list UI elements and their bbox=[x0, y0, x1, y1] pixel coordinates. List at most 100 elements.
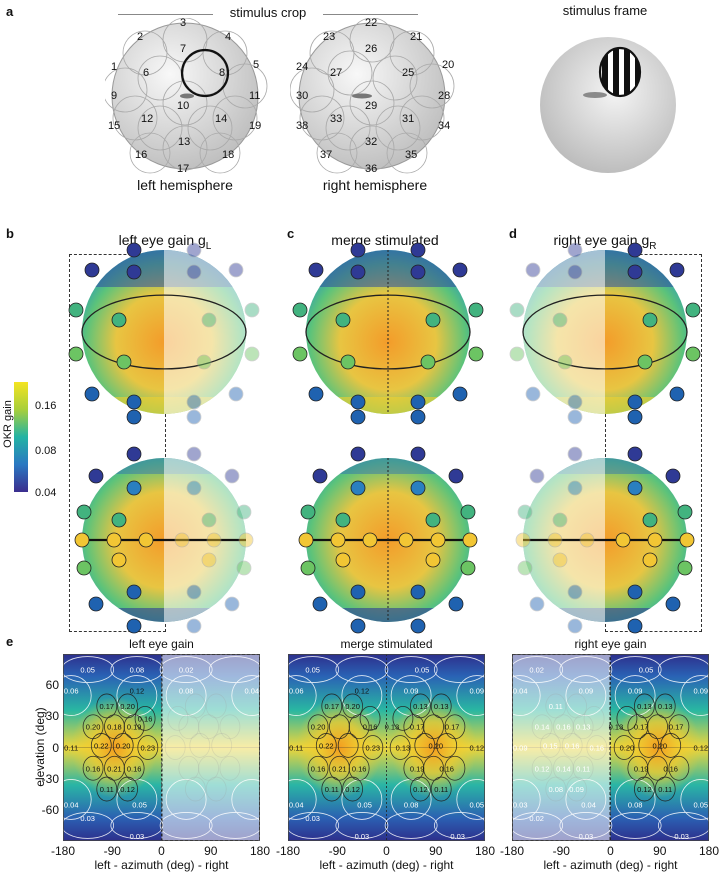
cell-value: 0.05 bbox=[693, 801, 708, 810]
patch-num: 26 bbox=[365, 43, 377, 55]
stimulus-dot bbox=[196, 354, 212, 370]
panel-label-d: d bbox=[509, 226, 517, 241]
cell-value: 0.13 bbox=[609, 723, 624, 732]
cell-value: 0.06 bbox=[64, 686, 79, 695]
highlighted-patch-ring bbox=[180, 48, 230, 98]
cell-value: 0.19 bbox=[634, 764, 649, 773]
stimulus-dot bbox=[201, 312, 217, 328]
cell-value: 0.13 bbox=[385, 723, 400, 732]
stimulus-dot bbox=[579, 532, 595, 548]
stimulus-dot bbox=[335, 312, 351, 328]
stimulus-dot bbox=[335, 512, 351, 528]
cell-value: 0.03 bbox=[513, 801, 528, 810]
cell-value: 0.20 bbox=[652, 741, 667, 750]
patch-num: 4 bbox=[225, 31, 231, 43]
stimulus-dot bbox=[76, 504, 92, 520]
stimulus-dot bbox=[448, 596, 464, 612]
cell-value: 0.09 bbox=[513, 744, 528, 753]
right-hemisphere-sphere: 20 21 22 23 24 25 26 27 28 29 30 31 32 3… bbox=[290, 18, 455, 175]
stimulus-dot bbox=[448, 468, 464, 484]
stimulus-dot bbox=[627, 264, 643, 280]
x-tick: -90 bbox=[103, 844, 121, 858]
gain-map: 0.05 0.08 0.020.06 0.12 0.08 0.040.17 0.200.16… bbox=[63, 654, 260, 841]
stimulus-dot bbox=[567, 409, 583, 425]
stimulus-dot bbox=[627, 409, 643, 425]
map-title: merge stimulated bbox=[340, 637, 433, 651]
grating-stimulus bbox=[600, 48, 640, 96]
cell-value: 0.16 bbox=[86, 764, 101, 773]
stimulus-dot bbox=[669, 262, 685, 278]
fish-marker bbox=[583, 92, 607, 98]
patch-num: 32 bbox=[365, 136, 377, 148]
stimulus-dot bbox=[647, 532, 663, 548]
stimulus-dot bbox=[312, 468, 328, 484]
stimulus-dot bbox=[547, 532, 563, 548]
x-axis-label: left - azimuth (deg) - right bbox=[543, 858, 678, 872]
cell-value: 0.12 bbox=[693, 744, 708, 753]
cell-value: 0.05 bbox=[415, 666, 430, 675]
patch-num: 33 bbox=[330, 113, 342, 125]
stimulus-dot bbox=[468, 346, 484, 362]
cell-value: 0.08 bbox=[548, 785, 563, 794]
stimulus-dot bbox=[186, 264, 202, 280]
stimulus-dot bbox=[224, 468, 240, 484]
patch-num: 14 bbox=[215, 113, 227, 125]
cell-value: 0.11 bbox=[658, 785, 672, 794]
cell-value: 0.09 bbox=[628, 686, 643, 695]
stimulus-patch-grid bbox=[290, 18, 455, 174]
stimulus-dot bbox=[186, 480, 202, 496]
cell-value: 0.11 bbox=[434, 785, 448, 794]
stimulus-dot bbox=[206, 532, 222, 548]
cell-value: 0.13 bbox=[637, 702, 652, 711]
cell-value: 0.17 bbox=[324, 702, 339, 711]
gain-sphere bbox=[515, 446, 695, 634]
stimulus-dot bbox=[627, 618, 643, 634]
colorbar-tick: 0.16 bbox=[35, 400, 57, 412]
stimulus-dot bbox=[552, 312, 568, 328]
stimulus-dot bbox=[529, 468, 545, 484]
left-eye-dashed-box bbox=[69, 254, 166, 632]
cell-value: 0.04 bbox=[513, 686, 528, 695]
cell-value: 0.18 bbox=[107, 723, 122, 732]
cell-value: 0.03 bbox=[355, 832, 370, 841]
colorbar bbox=[14, 382, 28, 492]
stimulus-dot bbox=[642, 312, 658, 328]
stimulus-dot bbox=[567, 446, 583, 462]
patch-num: 11 bbox=[249, 90, 260, 102]
cell-value: 0.11 bbox=[289, 744, 303, 753]
cell-value: 0.03 bbox=[130, 832, 145, 841]
stimulus-dot bbox=[517, 504, 533, 520]
stimulus-dot bbox=[244, 302, 260, 318]
patch-num: 18 bbox=[222, 149, 234, 161]
x-tick: -90 bbox=[328, 844, 346, 858]
cell-value: 0.14 bbox=[535, 723, 550, 732]
stimulus-dot bbox=[460, 504, 476, 520]
stimulus-dot bbox=[126, 480, 142, 496]
stimulus-dot bbox=[126, 618, 142, 634]
cell-value: 0.13 bbox=[396, 744, 411, 753]
patch-num: 22 bbox=[365, 18, 377, 29]
stimulus-dot bbox=[126, 446, 142, 462]
stimulus-dot bbox=[452, 386, 468, 402]
patch-num: 20 bbox=[442, 59, 454, 71]
patch-num: 1 bbox=[111, 61, 117, 73]
title-right-eye-gain: right eye gain gR bbox=[535, 232, 675, 252]
cell-value: 0.04 bbox=[289, 801, 304, 810]
stimulus-dot bbox=[425, 312, 441, 328]
cell-value: 0.02 bbox=[529, 814, 544, 823]
cell-value: 0.02 bbox=[179, 666, 194, 675]
gain-sphere bbox=[74, 446, 254, 634]
stimulus-dot bbox=[410, 618, 426, 634]
stimulus-crop-header: stimulus crop bbox=[118, 5, 418, 20]
cell-value: 0.17 bbox=[445, 723, 460, 732]
stimulus-dot bbox=[116, 354, 132, 370]
x-tick: 90 bbox=[204, 844, 218, 858]
stimulus-dot bbox=[420, 354, 436, 370]
stimulus-dot bbox=[425, 552, 441, 568]
cell-value: 0.05 bbox=[357, 801, 372, 810]
stimulus-dot bbox=[126, 394, 142, 410]
stimulus-dot bbox=[88, 596, 104, 612]
stimulus-dot bbox=[300, 560, 316, 576]
stimulus-dot bbox=[236, 504, 252, 520]
stimulus-dot bbox=[677, 560, 693, 576]
